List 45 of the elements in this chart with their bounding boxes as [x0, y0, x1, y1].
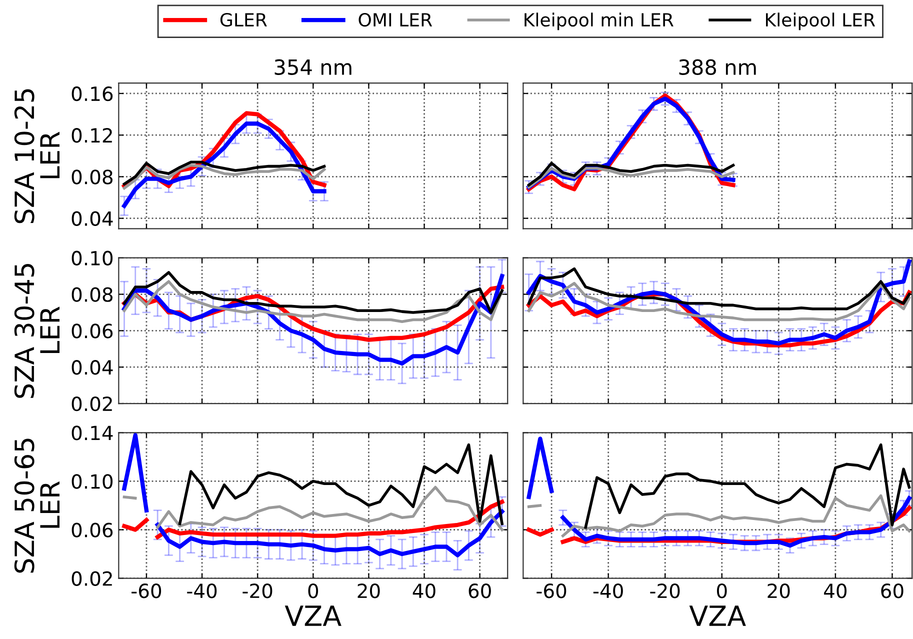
line-series — [178, 443, 504, 526]
x-tick-label: -20 — [650, 584, 680, 598]
y-tick-label: 0.10 — [72, 474, 113, 489]
y-tick-label: 0.06 — [72, 522, 113, 538]
legend-label: OMI LER — [358, 12, 432, 27]
chart-title: 388 nm — [679, 59, 756, 76]
x-tick-label: 40 — [824, 584, 847, 598]
x-tick-label: -40 — [187, 584, 217, 598]
x-tick-label: 60 — [468, 584, 491, 598]
chart-title: 354 nm — [274, 59, 352, 76]
x-axis-title: VZA — [689, 606, 746, 626]
line-series — [122, 164, 326, 190]
legend-label: GLER — [220, 12, 267, 27]
y-tick-label: 0.14 — [72, 426, 113, 440]
y-axis-title: SZA 10-25 LER — [14, 89, 60, 224]
y-tick-label: 0.06 — [72, 324, 113, 338]
line-series — [122, 274, 504, 366]
line-series — [122, 271, 504, 314]
x-tick-label: -20 — [242, 584, 272, 598]
y-tick-label: 0.02 — [72, 571, 112, 586]
legend-label: Kleipool LER — [766, 12, 876, 30]
y-axis-title: SZA 50-65 LER — [14, 438, 60, 573]
y-axis-title: SZA 30-45 LER — [14, 264, 60, 398]
line-series — [122, 122, 326, 208]
x-tick-label: -40 — [593, 584, 623, 598]
y-tick-label: 0.16 — [72, 86, 113, 102]
line-series — [122, 280, 504, 323]
y-tick-label: 0.04 — [72, 211, 113, 226]
x-tick-label: -60 — [536, 584, 566, 598]
y-tick-label: 0.02 — [72, 396, 112, 412]
legend-label: Kleipool min LER — [524, 12, 674, 30]
x-tick-label: 0 — [716, 584, 727, 598]
x-tick-label: 40 — [412, 584, 436, 598]
x-tick-label: -60 — [132, 584, 162, 598]
y-tick-label: 0.08 — [72, 287, 112, 302]
line-series — [122, 160, 326, 186]
y-tick-label: 0.12 — [72, 128, 112, 143]
y-tick-label: 0.04 — [72, 360, 113, 375]
y-tick-label: 0.10 — [72, 250, 113, 266]
x-tick-label: 0 — [308, 584, 318, 598]
x-tick-label: 20 — [358, 584, 380, 598]
x-axis-title: VZA — [284, 606, 342, 626]
y-tick-label: 0.08 — [72, 170, 112, 184]
x-tick-label: 60 — [881, 584, 904, 598]
x-tick-label: 20 — [768, 584, 790, 598]
